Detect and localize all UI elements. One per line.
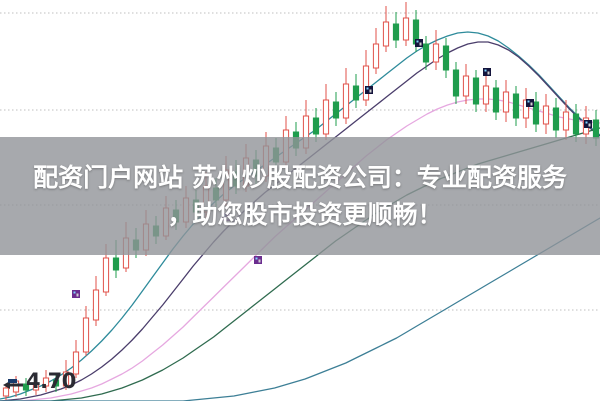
candle-33 (332, 92, 340, 126)
candle-51 (512, 86, 520, 126)
candle-50 (502, 80, 510, 122)
candle-47 (472, 70, 480, 112)
candle-53 (532, 92, 540, 132)
price-level-label: 4.70 (26, 369, 76, 393)
marker-sell-flag-2 (365, 86, 373, 94)
candle-48 (482, 74, 490, 112)
candle-32 (322, 84, 330, 140)
candle-52 (522, 88, 530, 128)
promo-line-2: ，助您股市投资更顺畅！ (167, 200, 443, 229)
candle-37 (372, 28, 380, 74)
marker-sell-flag-6 (584, 120, 592, 128)
candle-36 (362, 50, 370, 106)
marker-buy-flag-7 (254, 256, 262, 264)
candle-57 (572, 104, 580, 142)
candle-42 (422, 36, 430, 70)
candle-3 (32, 377, 40, 395)
candle-34 (342, 68, 350, 124)
candle-39 (392, 12, 400, 48)
promo-overlay-band (0, 137, 600, 255)
candle-55 (552, 98, 560, 138)
candle-9 (92, 276, 100, 326)
candle-31 (312, 108, 320, 142)
marker-sell-flag-3 (415, 39, 423, 47)
candle-2 (22, 378, 30, 396)
candle-5 (52, 374, 60, 392)
candle-56 (562, 100, 570, 140)
promo-overlay-text: 配资门户网站 苏州炒股配资公司：专业配资服务 ，助您股市投资更顺畅！ (0, 137, 600, 255)
candle-35 (352, 74, 360, 108)
candle-4 (42, 370, 50, 392)
candle-8 (82, 306, 90, 356)
candle-38 (382, 6, 390, 52)
marker-sell-flag-5 (526, 99, 534, 107)
candle-7 (72, 340, 80, 378)
candle-43 (432, 30, 440, 70)
marker-sell-flag-4 (483, 68, 491, 76)
candle-40 (402, 2, 410, 46)
candle-54 (542, 94, 550, 134)
candle-44 (442, 38, 450, 78)
candle-46 (462, 64, 470, 104)
candle-49 (492, 80, 500, 120)
ma-line-MA-extra (0, 217, 600, 401)
candle-6 (62, 360, 70, 390)
promo-line-1: 配资门户网站 苏州炒股配资公司：专业配资服务 (33, 162, 567, 192)
price-level-arrow-icon (3, 379, 23, 389)
candle-45 (452, 62, 460, 104)
marker-buy-flag-0 (72, 290, 80, 298)
